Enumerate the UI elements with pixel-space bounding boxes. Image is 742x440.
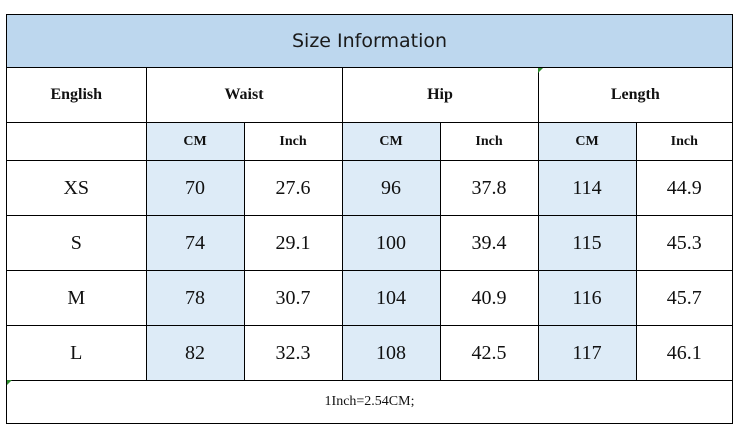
unit-row: CM Inch CM Inch CM Inch bbox=[7, 122, 733, 161]
chart-title: Size Information bbox=[7, 15, 732, 68]
hip-inch-cell: 37.8 bbox=[440, 160, 539, 216]
hip-inch-cell: 42.5 bbox=[440, 325, 539, 381]
size-cell: S bbox=[7, 215, 147, 271]
unit-inch-hip: Inch bbox=[440, 122, 539, 161]
waist-cm-cell: 70 bbox=[146, 160, 245, 216]
size-table: English Waist Hip Length CM Inch CM Inch… bbox=[7, 68, 733, 424]
unit-cm-length: CM bbox=[538, 122, 637, 161]
size-chart: Size Information English Waist Hip Lengt… bbox=[6, 14, 733, 424]
length-cm-cell: 115 bbox=[538, 215, 637, 271]
waist-cm-cell: 78 bbox=[146, 270, 245, 326]
header-hip: Hip bbox=[342, 68, 539, 123]
hip-cm-cell: 100 bbox=[342, 215, 441, 271]
size-cell: XS bbox=[7, 160, 147, 216]
size-cell: L bbox=[7, 325, 147, 381]
cell-comment-marker bbox=[538, 68, 543, 73]
table-row: M 78 30.7 104 40.9 116 45.7 bbox=[7, 270, 733, 326]
length-cm-cell: 114 bbox=[538, 160, 637, 216]
size-cell: M bbox=[7, 270, 147, 326]
length-inch-cell: 45.3 bbox=[636, 215, 733, 271]
table-row: XS 70 27.6 96 37.8 114 44.9 bbox=[7, 160, 733, 216]
hip-cm-cell: 104 bbox=[342, 270, 441, 326]
hip-inch-cell: 40.9 bbox=[440, 270, 539, 326]
waist-cm-cell: 74 bbox=[146, 215, 245, 271]
waist-inch-cell: 29.1 bbox=[244, 215, 343, 271]
header-row: English Waist Hip Length bbox=[7, 68, 733, 123]
conversion-note: 1Inch=2.54CM; bbox=[7, 380, 733, 424]
note-row: 1Inch=2.54CM; bbox=[7, 380, 733, 424]
length-cm-cell: 116 bbox=[538, 270, 637, 326]
waist-inch-cell: 27.6 bbox=[244, 160, 343, 216]
unit-cm-hip: CM bbox=[342, 122, 441, 161]
waist-inch-cell: 30.7 bbox=[244, 270, 343, 326]
header-english: English bbox=[7, 68, 147, 123]
table-row: L 82 32.3 108 42.5 117 46.1 bbox=[7, 325, 733, 381]
waist-cm-cell: 82 bbox=[146, 325, 245, 381]
hip-cm-cell: 96 bbox=[342, 160, 441, 216]
hip-inch-cell: 39.4 bbox=[440, 215, 539, 271]
table-row: S 74 29.1 100 39.4 115 45.3 bbox=[7, 215, 733, 271]
length-inch-cell: 44.9 bbox=[636, 160, 733, 216]
header-length: Length bbox=[538, 68, 733, 123]
unit-inch-waist: Inch bbox=[244, 122, 343, 161]
cell-comment-marker bbox=[7, 380, 12, 385]
unit-inch-length: Inch bbox=[636, 122, 733, 161]
hip-cm-cell: 108 bbox=[342, 325, 441, 381]
length-inch-cell: 46.1 bbox=[636, 325, 733, 381]
unit-blank-cell bbox=[7, 122, 147, 161]
length-cm-cell: 117 bbox=[538, 325, 637, 381]
unit-cm-waist: CM bbox=[146, 122, 245, 161]
waist-inch-cell: 32.3 bbox=[244, 325, 343, 381]
length-inch-cell: 45.7 bbox=[636, 270, 733, 326]
header-waist: Waist bbox=[146, 68, 343, 123]
